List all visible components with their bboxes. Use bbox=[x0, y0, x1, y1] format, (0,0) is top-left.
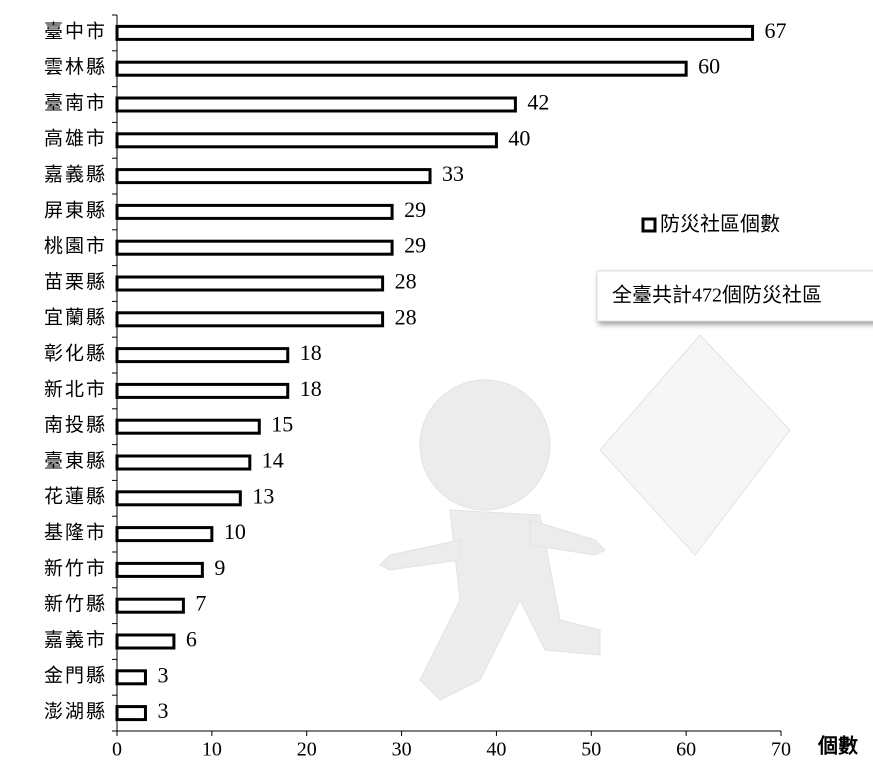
value-label: 60 bbox=[698, 54, 720, 79]
bar bbox=[115, 60, 688, 77]
value-label: 40 bbox=[508, 125, 530, 150]
y-tick-label: 嘉義縣 bbox=[44, 163, 107, 185]
legend-label: 防災社區個數 bbox=[660, 213, 780, 236]
bar bbox=[115, 454, 252, 471]
y-tick-label: 金門縣 bbox=[44, 665, 107, 687]
bar bbox=[115, 347, 290, 364]
x-tick-label: 20 bbox=[297, 739, 317, 761]
y-tick-label: 屏東縣 bbox=[44, 199, 107, 221]
value-label: 28 bbox=[395, 304, 417, 329]
value-label: 42 bbox=[527, 90, 549, 115]
y-tick-label: 雲林縣 bbox=[44, 56, 107, 78]
value-label: 18 bbox=[300, 340, 322, 365]
y-tick-label: 臺東縣 bbox=[44, 450, 107, 472]
bar bbox=[115, 24, 755, 41]
y-tick-label: 桃園市 bbox=[44, 235, 107, 257]
bar bbox=[115, 132, 498, 149]
legend-marker bbox=[641, 217, 657, 233]
y-tick-label: 彰化縣 bbox=[44, 342, 107, 364]
value-label: 29 bbox=[404, 197, 426, 222]
y-tick-label: 高雄市 bbox=[44, 128, 107, 150]
value-label: 33 bbox=[442, 161, 464, 186]
y-tick-label: 澎湖縣 bbox=[44, 700, 107, 722]
y-tick-label: 臺南市 bbox=[44, 92, 107, 114]
value-label: 14 bbox=[262, 448, 284, 473]
bar bbox=[115, 96, 517, 113]
y-tick-label: 臺中市 bbox=[44, 20, 107, 42]
x-tick-label: 50 bbox=[581, 739, 601, 761]
value-label: 29 bbox=[404, 233, 426, 258]
bar bbox=[115, 239, 394, 256]
decoration bbox=[379, 334, 791, 701]
value-label: 18 bbox=[300, 376, 322, 401]
bar bbox=[115, 633, 176, 650]
bar bbox=[115, 669, 147, 686]
y-tick-label: 花蓮縣 bbox=[44, 486, 107, 508]
value-label: 15 bbox=[271, 412, 293, 437]
y-tick-label: 新北市 bbox=[44, 378, 107, 400]
x-tick-label: 30 bbox=[392, 739, 412, 761]
annotation: 全臺共計472個防災社區 bbox=[612, 284, 822, 307]
y-tick-label: 新竹縣 bbox=[44, 593, 107, 615]
value-label: 3 bbox=[157, 662, 168, 687]
value-label: 6 bbox=[186, 627, 197, 652]
y-tick-label: 苗栗縣 bbox=[44, 271, 107, 293]
bar bbox=[115, 382, 290, 399]
y-tick-label: 南投縣 bbox=[44, 414, 107, 436]
bar bbox=[115, 311, 385, 328]
bar bbox=[115, 561, 204, 578]
value-label: 7 bbox=[195, 591, 206, 616]
x-axis-label: 個數 bbox=[817, 735, 858, 758]
bar bbox=[115, 705, 147, 722]
y-tick-label: 嘉義市 bbox=[44, 629, 107, 651]
value-label: 10 bbox=[224, 519, 246, 544]
bar bbox=[115, 418, 261, 435]
bar bbox=[115, 168, 432, 185]
value-label: 13 bbox=[252, 483, 274, 508]
x-tick-label: 70 bbox=[771, 739, 791, 761]
x-tick-label: 0 bbox=[112, 739, 122, 761]
value-label: 28 bbox=[395, 269, 417, 294]
value-label: 3 bbox=[157, 698, 168, 723]
annotation-box bbox=[596, 270, 873, 322]
bar bbox=[115, 203, 394, 220]
bar bbox=[115, 526, 214, 543]
bar bbox=[115, 275, 385, 292]
y-tick-label: 基隆市 bbox=[44, 521, 107, 543]
y-tick-label: 宜蘭縣 bbox=[44, 307, 107, 329]
value-label: 67 bbox=[765, 18, 787, 43]
bar bbox=[115, 597, 185, 614]
x-tick-label: 60 bbox=[676, 739, 696, 761]
x-tick-label: 40 bbox=[486, 739, 506, 761]
y-tick-label: 新竹市 bbox=[44, 557, 107, 579]
bar bbox=[115, 490, 242, 507]
x-tick-label: 10 bbox=[202, 739, 222, 761]
value-label: 9 bbox=[214, 555, 225, 580]
